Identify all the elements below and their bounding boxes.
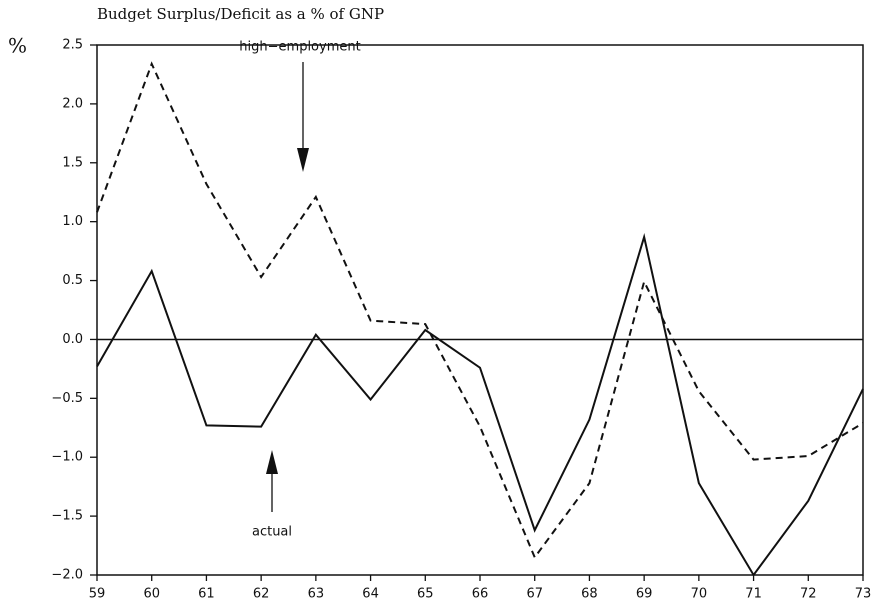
x-tick-label: 66 — [472, 587, 489, 602]
x-tick-label: 67 — [526, 587, 543, 602]
x-tick-label: 59 — [89, 587, 106, 602]
x-tick-label: 63 — [308, 587, 325, 602]
y-tick-label: −2.0 — [51, 568, 83, 583]
chart-title: Budget Surplus/Deficit as a % of GNP — [97, 5, 384, 23]
annotation: high−employment — [239, 40, 360, 55]
x-tick-label: 73 — [855, 587, 872, 602]
x-tick-label: 72 — [800, 587, 817, 602]
plot-frame — [96, 44, 864, 576]
y-tick-label: 2.0 — [62, 96, 83, 111]
series-line — [96, 233, 864, 577]
x-tick-label: 60 — [143, 587, 160, 602]
series-line — [96, 61, 864, 560]
y-axis-label: % — [8, 34, 27, 58]
x-tick-label: 69 — [636, 587, 653, 602]
y-tick-label: −1.5 — [51, 509, 83, 524]
x-tick-label: 65 — [417, 587, 434, 602]
y-tick-label: 1.5 — [62, 155, 83, 170]
arrow-head — [266, 450, 278, 474]
y-tick-label: 2.5 — [62, 38, 83, 53]
arrow-head — [297, 148, 309, 172]
x-tick-label: 62 — [253, 587, 270, 602]
x-tick-label: 70 — [691, 587, 708, 602]
annotation: actual — [252, 525, 292, 540]
y-tick-label: 1.0 — [62, 214, 83, 229]
y-tick-label: −0.5 — [51, 391, 83, 406]
x-tick-label: 64 — [362, 587, 379, 602]
x-tick-label: 68 — [581, 587, 598, 602]
y-tick-label: 0.5 — [62, 273, 83, 288]
y-tick-label: 0.0 — [62, 332, 83, 347]
x-tick-label: 61 — [198, 587, 215, 602]
y-tick-label: −1.0 — [51, 450, 83, 465]
x-tick-label: 71 — [745, 587, 762, 602]
